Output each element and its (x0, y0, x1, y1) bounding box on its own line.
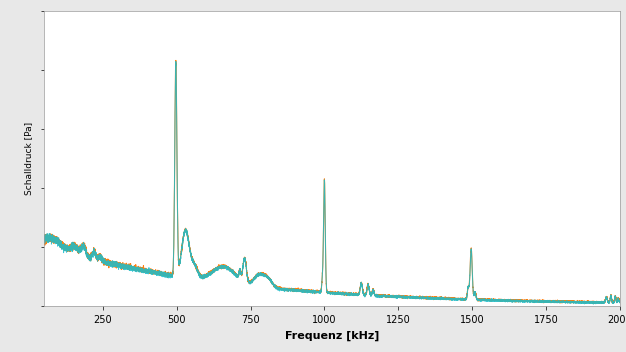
Y-axis label: Schalldruck [Pa]: Schalldruck [Pa] (24, 122, 33, 195)
X-axis label: Frequenz [kHz]: Frequenz [kHz] (285, 331, 379, 341)
